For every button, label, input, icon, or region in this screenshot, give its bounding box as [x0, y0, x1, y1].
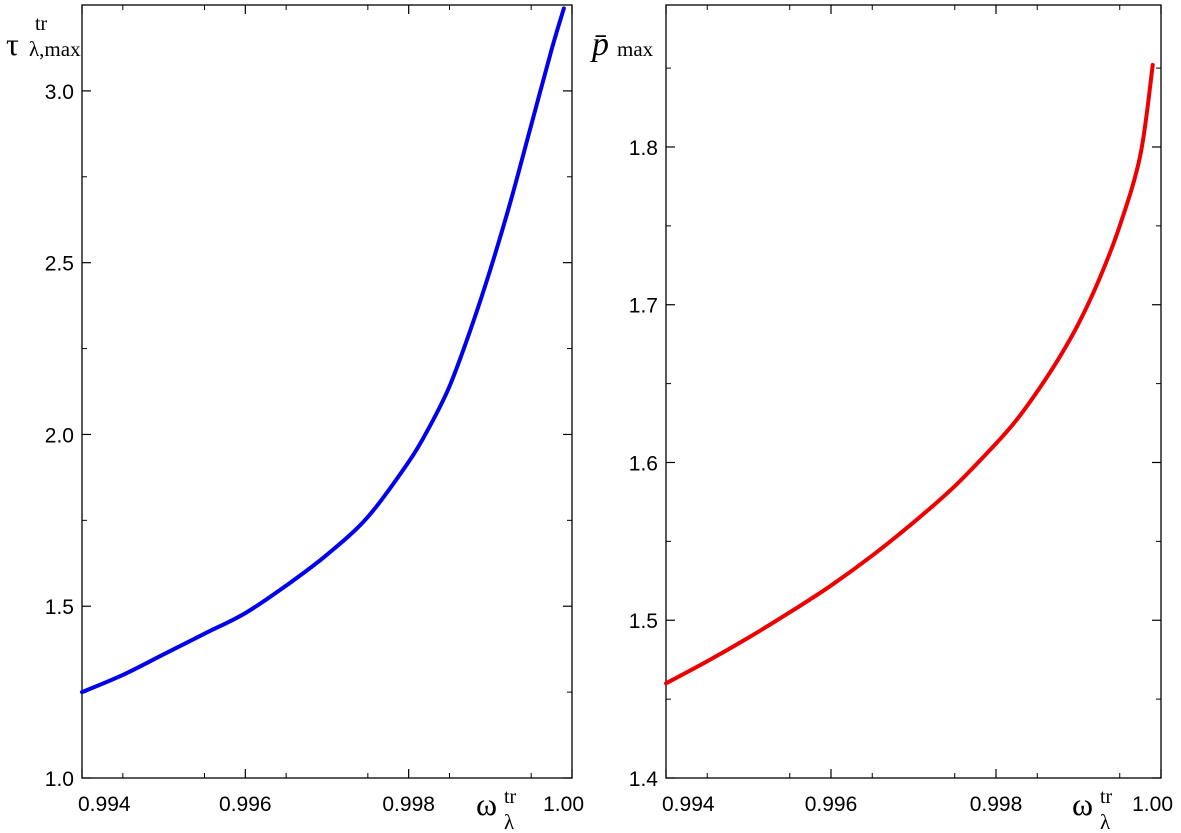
x-tick-label: 1.00 — [543, 793, 584, 816]
y-tick-label: 1.4 — [629, 768, 659, 791]
y-tick-label: 1.8 — [629, 137, 658, 160]
right-xlabel: ω — [1072, 786, 1093, 822]
y-tick-label: 1.5 — [629, 610, 658, 633]
y-tick-label: 1.0 — [45, 768, 74, 791]
x-tick-label: 0.994 — [78, 793, 131, 816]
right-panel: 0.994 0.996 0.998 1.00 1.4 1.5 1.6 1.7 1.8 p̄ ma… — [590, 4, 1173, 833]
right-ylabel: p̄ — [590, 26, 609, 63]
x-tick-label: 0.998 — [382, 793, 435, 816]
right-ticks — [665, 5, 1162, 779]
left-plot-frame — [81, 4, 573, 779]
right-tick-labels: 0.994 0.996 0.998 1.00 1.4 1.5 1.6 1.7 1.8 — [629, 137, 1173, 816]
x-tick-label: 1.00 — [1132, 793, 1173, 816]
left-ylabel-sup: tr — [35, 13, 48, 35]
y-tick-label: 2.5 — [45, 253, 74, 276]
left-panel: 0.994 0.996 0.998 1.001.01.52.02.53.0 τ tr … — [6, 4, 584, 833]
y-tick-label: 2.0 — [45, 424, 74, 447]
left-tick-labels: 0.994 0.996 0.998 1.00 1.0 1.5 2.0 2.5 3.0 — [45, 81, 584, 816]
left-ylabel-sub: λ,max — [29, 37, 81, 61]
y-tick-label: 1.7 — [629, 295, 658, 318]
right-ylabel-sub: max — [617, 37, 654, 61]
x-tick-label: 0.994 — [662, 793, 715, 816]
y-tick-label: 1.6 — [629, 452, 658, 475]
left-xlabel-sub: λ — [504, 810, 515, 833]
left-xlabel-sup: tr — [504, 786, 517, 808]
x-tick-label: 0.998 — [970, 793, 1023, 816]
left-ylabel: τ — [6, 26, 19, 62]
right-xlabel-sup: tr — [1100, 786, 1113, 808]
x-tick-label: 0.996 — [219, 793, 272, 816]
right-series-line — [664, 62, 1155, 686]
y-tick-label: 1.5 — [45, 596, 74, 619]
right-xlabel-sub: λ — [1100, 810, 1111, 833]
right-plot-frame — [665, 4, 1162, 779]
left-xlabel: ω — [476, 786, 497, 822]
x-tick-label: 0.996 — [805, 793, 858, 816]
y-tick-label: 3.0 — [45, 81, 74, 104]
left-ticks — [81, 5, 573, 779]
left-series-line — [80, 6, 566, 695]
